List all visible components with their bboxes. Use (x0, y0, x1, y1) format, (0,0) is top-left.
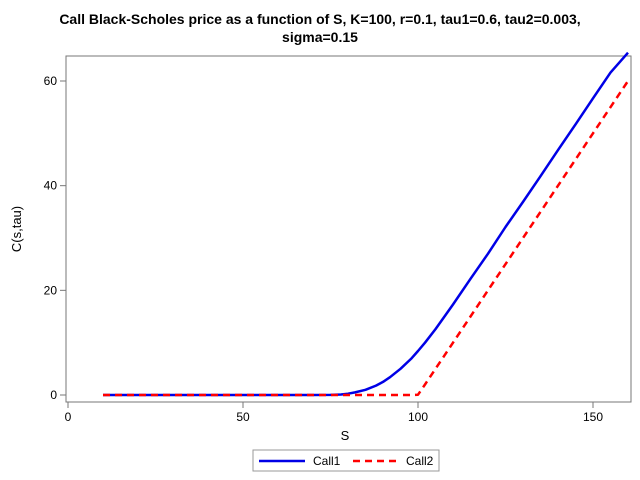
y-tick-label: 20 (44, 283, 58, 297)
legend-box (252, 449, 440, 472)
series-line-call1 (103, 51, 629, 397)
series-line-call2 (103, 80, 630, 397)
x-tick-label: 100 (408, 410, 428, 424)
chart-title-line2: sigma=0.15 (282, 29, 358, 45)
x-axis-ticks: 0 50 100 150 (65, 402, 603, 424)
x-tick-label: 0 (65, 410, 72, 424)
x-tick-label: 150 (583, 410, 603, 424)
y-axis-label: C(s,tau) (9, 206, 24, 252)
y-axis-ticks: 0 20 40 60 (44, 74, 66, 402)
x-tick-label: 50 (236, 410, 250, 424)
y-tick-label: 60 (44, 74, 58, 88)
y-tick-label: 0 (50, 388, 57, 402)
legend-label-call1: Call1 (313, 454, 341, 468)
series-group (103, 51, 630, 397)
y-tick-label: 40 (44, 179, 58, 193)
legend-label-call2: Call2 (406, 454, 434, 468)
plot-frame (65, 55, 632, 403)
chart-title-line1: Call Black-Scholes price as a function o… (59, 11, 580, 27)
x-axis-label: S (341, 428, 350, 443)
